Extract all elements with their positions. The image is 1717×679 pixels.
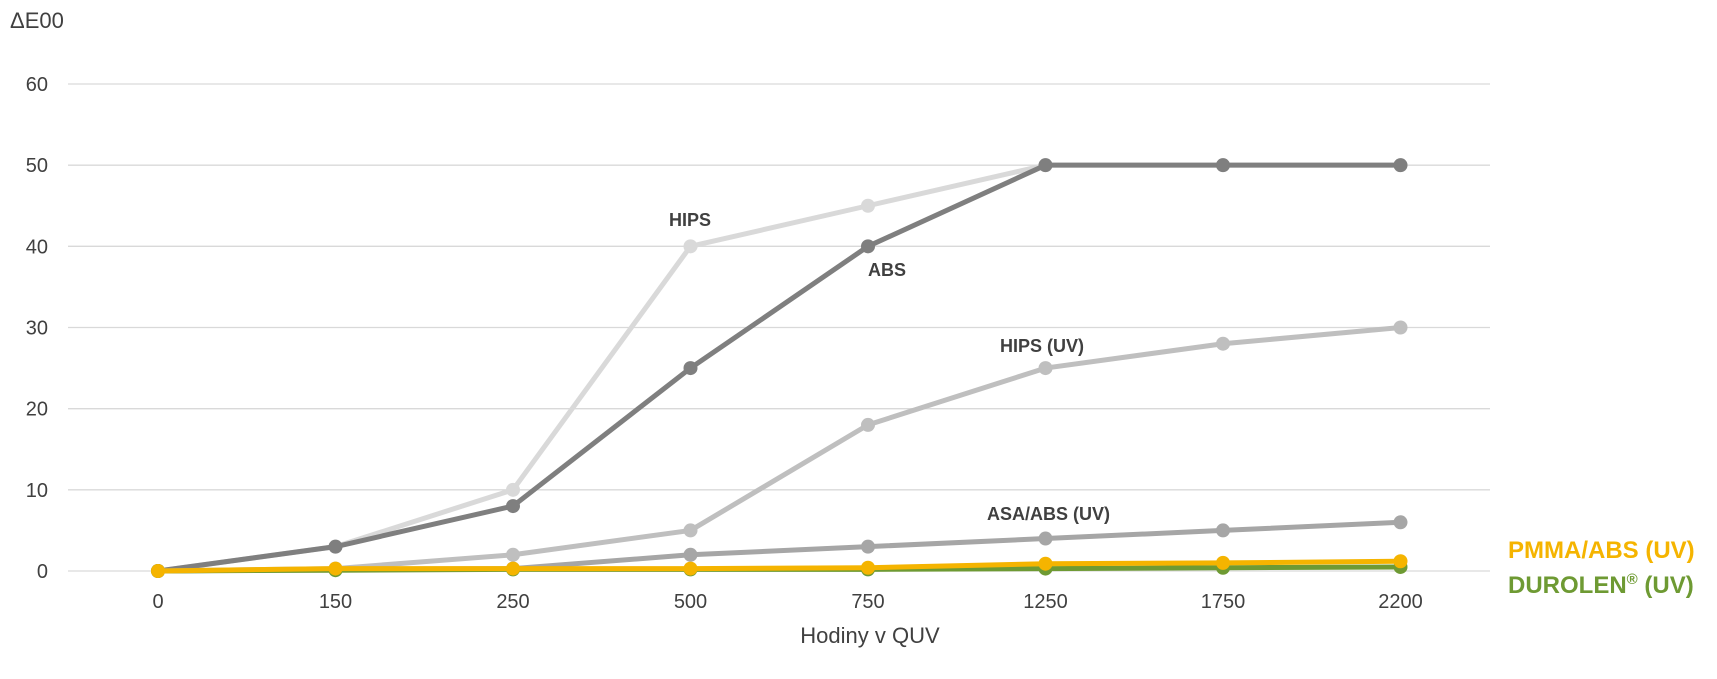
data-point-pmma-abs-uv — [1216, 555, 1230, 570]
data-point-pmma-abs-uv — [328, 561, 343, 576]
annotation-hips: HIPS — [669, 210, 711, 230]
data-point-hips-uv — [861, 417, 875, 432]
data-point-hips-uv — [506, 547, 520, 562]
data-point-asa-abs-uv — [861, 539, 875, 554]
data-point-pmma-abs-uv — [151, 564, 165, 578]
series-line-pmma-abs-uv — [155, 558, 1403, 574]
series-line-hips — [155, 162, 1403, 574]
legend-durolen-tail: (UV) — [1638, 572, 1694, 599]
data-point-pmma-abs-uv — [1038, 556, 1053, 571]
data-point-asa-abs-uv — [1216, 523, 1230, 538]
x-tick-labels: 0 150 250 500 750 1250 1750 2200 — [152, 591, 1422, 613]
legend-durolen-main: DUROLEN — [1508, 572, 1627, 599]
legend-durolen-uv: DUROLEN® (UV) — [1508, 571, 1694, 599]
x-axis-title: Hodiny v QUV — [800, 623, 940, 648]
x-tick-label: 150 — [319, 591, 352, 613]
legend-pmma-abs-uv: PMMA/ABS (UV) — [1508, 537, 1695, 564]
y-tick-label: 60 — [26, 74, 48, 96]
series-hips-uv — [151, 320, 1408, 578]
series-abs — [151, 158, 1408, 578]
x-tick-label: 750 — [851, 591, 884, 613]
data-point-abs — [1038, 158, 1053, 173]
y-tick-label: 50 — [26, 155, 48, 177]
data-point-asa-abs-uv — [683, 547, 698, 562]
data-point-abs — [683, 361, 698, 376]
data-point-hips — [506, 482, 520, 497]
data-point-abs — [328, 539, 343, 554]
data-point-hips — [861, 198, 875, 213]
y-tick-label: 40 — [26, 236, 48, 258]
x-tick-label: 1250 — [1023, 591, 1068, 613]
y-tick-label: 0 — [37, 561, 48, 583]
data-point-abs — [861, 239, 875, 254]
series-hips — [151, 158, 1408, 578]
data-point-pmma-abs-uv — [1393, 554, 1408, 569]
annotation-asa-abs-uv: ASA/ABS (UV) — [987, 504, 1110, 524]
y-tick-labels: 0 10 20 30 40 50 60 — [26, 74, 48, 583]
y-axis-title: ΔE00 — [10, 8, 64, 33]
legend-durolen-sup: ® — [1627, 571, 1638, 588]
data-point-pmma-abs-uv — [506, 561, 520, 576]
data-point-pmma-abs-uv — [861, 560, 875, 575]
series-pmma-abs-uv — [151, 554, 1408, 578]
data-point-hips — [683, 239, 698, 254]
data-point-abs — [506, 499, 520, 514]
data-point-hips-uv — [1216, 336, 1230, 351]
series-lines — [151, 158, 1408, 578]
data-point-asa-abs-uv — [1393, 515, 1408, 530]
data-point-abs — [1216, 158, 1230, 173]
data-point-abs — [1393, 158, 1408, 173]
data-point-asa-abs-uv — [1038, 531, 1053, 546]
data-point-hips-uv — [683, 523, 698, 538]
series-line-hips-uv — [155, 325, 1403, 574]
gridlines — [68, 83, 1490, 572]
series-line-abs — [155, 162, 1403, 574]
x-tick-label: 250 — [496, 591, 529, 613]
annotation-hips-uv: HIPS (UV) — [1000, 336, 1084, 356]
data-point-hips-uv — [1393, 320, 1408, 335]
y-tick-label: 10 — [26, 480, 48, 502]
data-point-hips-uv — [1038, 361, 1053, 376]
x-tick-label: 2200 — [1378, 591, 1423, 613]
x-tick-label: 1750 — [1201, 591, 1246, 613]
data-point-pmma-abs-uv — [683, 561, 698, 576]
x-tick-label: 0 — [152, 591, 163, 613]
y-tick-label: 30 — [26, 318, 48, 340]
annotation-abs: ABS — [868, 260, 906, 280]
y-tick-label: 20 — [26, 399, 48, 421]
x-tick-label: 500 — [674, 591, 707, 613]
